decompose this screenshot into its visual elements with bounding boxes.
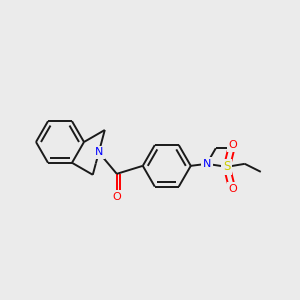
Text: O: O xyxy=(112,192,121,202)
Text: N: N xyxy=(94,147,103,158)
Text: N: N xyxy=(202,159,211,169)
Text: O: O xyxy=(228,140,237,150)
Text: S: S xyxy=(223,160,230,173)
Text: O: O xyxy=(228,184,237,194)
